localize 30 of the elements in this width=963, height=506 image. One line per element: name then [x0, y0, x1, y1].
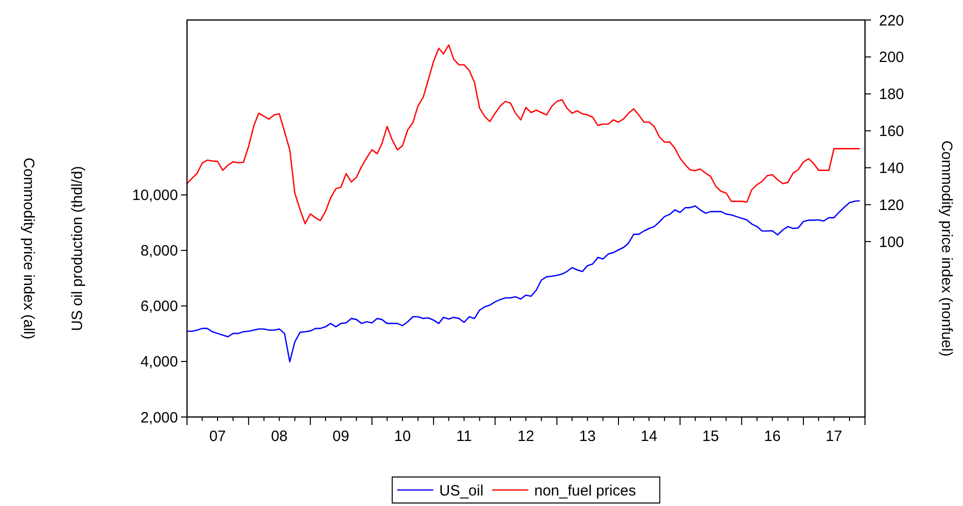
- y2-tick-label: 180: [879, 86, 904, 104]
- y2-tick-label: 200: [879, 49, 904, 66]
- y-tick-label: 8,000: [140, 242, 178, 260]
- y2-tick-label: 100: [879, 234, 904, 251]
- legend-label: non_fuel prices: [534, 482, 636, 500]
- x-tick-label: 10: [394, 428, 411, 445]
- y-tick-label: 6,000: [140, 298, 178, 316]
- x-tick-label: 11: [456, 428, 472, 445]
- text: Commodity price index (all): [20, 158, 37, 340]
- x-tick-label: 16: [764, 428, 781, 445]
- y2-tick-label: 120: [879, 196, 904, 214]
- x-tick-label: 17: [826, 428, 842, 445]
- x-tick-label: 07: [209, 428, 226, 445]
- y2-tick-label: 160: [879, 123, 904, 140]
- y-axis-title: US oil production (thdl/d): [69, 166, 86, 332]
- line-series: [186, 44, 860, 224]
- line-series: [186, 200, 860, 362]
- legend-label: US_oil: [439, 482, 484, 500]
- y2-axis-title: Commodity price index (nonfuel): [938, 140, 955, 356]
- y-tick-label: 10,000: [132, 187, 178, 204]
- x-tick-label: 09: [332, 428, 350, 445]
- y2-tick-label: 220: [879, 12, 904, 30]
- y-tick-label: 2,000: [140, 409, 178, 426]
- x-tick-label: 15: [702, 428, 719, 445]
- x-tick-label: 08: [270, 428, 288, 445]
- y2-tick-label: 140: [879, 160, 904, 177]
- x-tick-label: 12: [517, 428, 534, 445]
- y-tick-label: 4,000: [140, 354, 178, 371]
- x-tick-label: 14: [640, 428, 658, 445]
- x-tick-label: 13: [579, 428, 596, 445]
